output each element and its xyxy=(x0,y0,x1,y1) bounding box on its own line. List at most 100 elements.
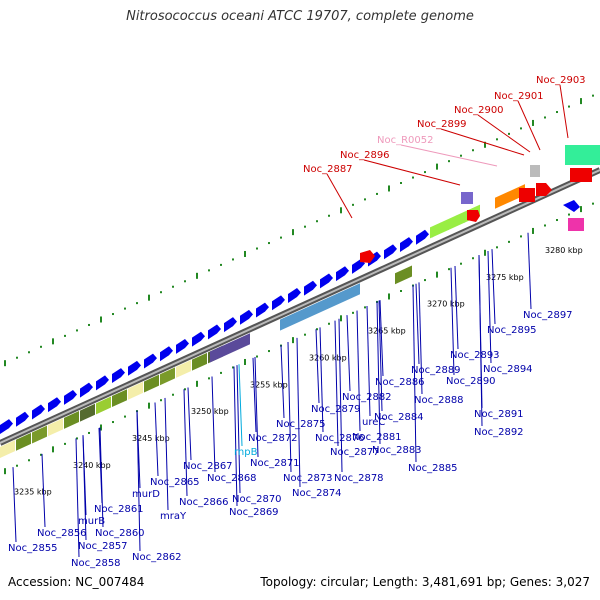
gene-arrow-forward[interactable] xyxy=(368,251,381,267)
gene-label[interactable]: Noc_2860 xyxy=(95,528,145,539)
gene-label[interactable]: Noc_2901 xyxy=(494,91,544,102)
gene-label[interactable]: Noc_2874 xyxy=(292,488,342,499)
gene-label[interactable]: Noc_2875 xyxy=(276,419,326,430)
feature-band-segment[interactable] xyxy=(160,367,175,386)
gene-arrow-forward[interactable] xyxy=(16,411,29,427)
gene-label[interactable]: Noc_2892 xyxy=(474,427,524,438)
gene-label[interactable]: Noc_2884 xyxy=(374,412,424,423)
gene-label[interactable]: Noc_2888 xyxy=(414,395,464,406)
gene-label[interactable]: Noc_2879 xyxy=(311,404,361,415)
gene-label[interactable]: Noc_2867 xyxy=(183,461,233,472)
gene-arrow-forward[interactable] xyxy=(240,309,253,325)
feature-band-segment[interactable] xyxy=(96,396,111,415)
feature-band-segment[interactable] xyxy=(210,333,250,363)
gene-arrow-forward[interactable] xyxy=(96,375,109,391)
feature-band-segment[interactable] xyxy=(64,411,79,429)
gene-label[interactable]: Noc_2891 xyxy=(474,409,524,420)
feature-band-segment[interactable] xyxy=(395,265,412,285)
gene-arrow-forward[interactable] xyxy=(288,288,301,303)
gene-label[interactable]: Noc_2893 xyxy=(450,350,500,361)
feature-magenta[interactable] xyxy=(568,218,584,231)
gene-arrow-forward[interactable] xyxy=(400,237,413,252)
gene-label[interactable]: Noc_2868 xyxy=(207,473,257,484)
feature-band-segment[interactable] xyxy=(32,425,47,444)
gene-label[interactable]: Noc_2881 xyxy=(352,432,402,443)
gene-arrow-forward[interactable] xyxy=(144,353,157,369)
gene-label[interactable]: murB xyxy=(78,516,105,527)
gene-arrow-forward[interactable] xyxy=(64,389,77,405)
gene-arrow-forward[interactable] xyxy=(48,397,61,413)
feature-band-segment[interactable] xyxy=(495,184,525,209)
gene-label[interactable]: mraY xyxy=(160,511,187,522)
gene-arrow-forward[interactable] xyxy=(320,273,333,289)
feature-band-segment[interactable] xyxy=(48,418,63,437)
gene-label[interactable]: Noc_2889 xyxy=(411,365,461,376)
gene-arrow-forward[interactable] xyxy=(272,295,285,311)
gene-arrow-forward[interactable] xyxy=(0,419,13,434)
gene-label[interactable]: Noc_2855 xyxy=(8,543,58,554)
gene-arrow-forward[interactable] xyxy=(304,280,317,296)
gene-arrow-forward[interactable] xyxy=(112,368,125,384)
gene-label[interactable]: Noc_2862 xyxy=(132,552,182,563)
gene-arrow-forward[interactable] xyxy=(176,339,189,354)
gene-label[interactable]: Noc_2887 xyxy=(303,164,353,175)
gene-label[interactable]: ureC xyxy=(362,417,385,428)
gene-label[interactable]: Noc_2866 xyxy=(179,497,229,508)
gene-label[interactable]: Noc_2882 xyxy=(342,392,392,403)
feature-block-green[interactable] xyxy=(565,145,600,165)
gene-arrow-forward[interactable] xyxy=(160,346,173,362)
gene-label[interactable]: Noc_2872 xyxy=(248,433,298,444)
gene-label[interactable]: Noc_R0052 xyxy=(377,135,434,146)
gene-label[interactable]: Noc_2897 xyxy=(523,310,573,321)
gene-label[interactable]: Noc_2857 xyxy=(78,541,128,552)
feature-gray[interactable] xyxy=(530,165,540,177)
gene-arrow-forward[interactable] xyxy=(80,382,93,398)
gene-arrow-forward[interactable] xyxy=(208,324,221,340)
feature-band-segment[interactable] xyxy=(128,381,143,400)
gene-label[interactable]: Noc_2869 xyxy=(229,507,279,518)
gene-label[interactable]: Noc_2877 xyxy=(330,447,380,458)
feature-band-segment[interactable] xyxy=(112,389,127,408)
gene-arrow-red[interactable] xyxy=(467,210,480,222)
gene-label[interactable]: Noc_2894 xyxy=(483,364,533,375)
gene-label[interactable]: Noc_2895 xyxy=(487,325,537,336)
gene-label[interactable]: Noc_2883 xyxy=(372,445,422,456)
gene-arrow-forward[interactable] xyxy=(352,258,365,274)
gene-arrow-red[interactable] xyxy=(519,188,535,202)
gene-label[interactable]: Noc_2903 xyxy=(536,75,586,86)
gene-label[interactable]: Noc_2886 xyxy=(375,377,425,388)
gene-arrow-red[interactable] xyxy=(360,250,375,263)
gene-arrow-reverse[interactable] xyxy=(563,200,580,212)
gene-arrow-forward[interactable] xyxy=(224,317,237,333)
gene-label[interactable]: Noc_2876 xyxy=(315,433,365,444)
gene-label[interactable]: Noc_2899 xyxy=(417,119,467,130)
gene-arrow-forward[interactable] xyxy=(128,360,141,376)
gene-arrow-red[interactable] xyxy=(570,168,592,182)
gene-label[interactable]: rnpB xyxy=(234,447,258,458)
gene-arrow-red[interactable] xyxy=(536,183,552,196)
feature-band-segment[interactable] xyxy=(192,352,207,371)
gene-label[interactable]: Noc_2885 xyxy=(408,463,458,474)
gene-label[interactable]: Noc_2858 xyxy=(71,558,121,569)
gene-label[interactable]: Noc_2878 xyxy=(334,473,384,484)
feature-band-segment[interactable] xyxy=(176,360,191,378)
gene-label[interactable]: Noc_2861 xyxy=(94,504,144,515)
gene-label[interactable]: Noc_2873 xyxy=(283,473,333,484)
gene-label[interactable]: Noc_2890 xyxy=(446,376,496,387)
gene-arrow-forward[interactable] xyxy=(384,244,397,260)
feature-band-segment[interactable] xyxy=(0,440,15,458)
gene-arrow-forward[interactable] xyxy=(256,302,269,318)
gene-label[interactable]: Noc_2870 xyxy=(232,494,282,505)
gene-label[interactable]: Noc_2856 xyxy=(37,528,87,539)
gene-label[interactable]: Noc_2865 xyxy=(150,477,200,488)
feature-band-segment[interactable] xyxy=(16,432,31,451)
gene-label[interactable]: Noc_2900 xyxy=(454,105,504,116)
gene-arrow-forward[interactable] xyxy=(416,229,429,245)
gene-label[interactable]: Noc_2871 xyxy=(250,458,300,469)
feature-purple[interactable] xyxy=(461,192,473,204)
feature-band-segment[interactable] xyxy=(80,403,95,422)
gene-arrow-forward[interactable] xyxy=(192,331,205,347)
feature-band-segment[interactable] xyxy=(280,283,360,331)
gene-label[interactable]: Noc_2896 xyxy=(340,150,390,161)
